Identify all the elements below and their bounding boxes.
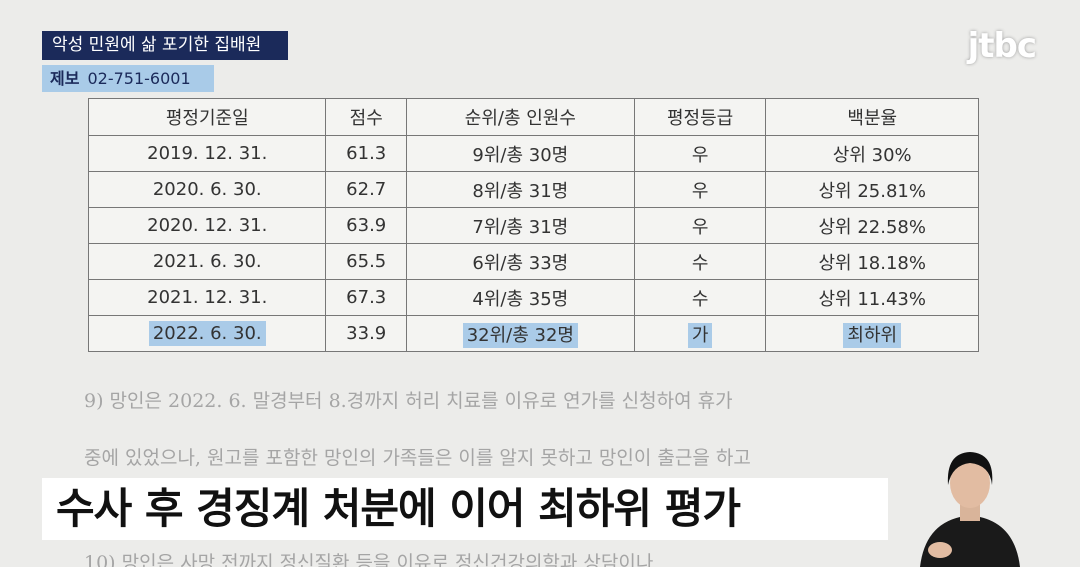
cell-text: 수 — [691, 252, 709, 274]
cell-text: 2021. 6. 30. — [152, 251, 262, 272]
table-row: 2019. 12. 31. 61.3 9위/총 30명 우 상위 30% — [87, 135, 979, 172]
table-cell: 6위/총 33명 — [405, 243, 635, 280]
cell-text: 상위 30% — [832, 144, 912, 166]
news-tag: 악성 민원에 삶 포기한 집배원 — [42, 31, 288, 60]
cell-text: 2021. 12. 31. — [147, 287, 268, 308]
table-cell: 우 — [633, 135, 767, 172]
table-cell: 수 — [633, 279, 767, 316]
table-cell: 2022. 6. 30. — [87, 315, 327, 352]
body-line: 중에 있었으나, 원고를 포함한 망인의 가족들은 이를 알지 못하고 망인이 … — [84, 447, 751, 469]
cell-text: 상위 25.81% — [818, 180, 926, 202]
tip-label: 제보 — [50, 69, 80, 88]
table-cell: 62.7 — [325, 171, 407, 208]
score-table: 평정기준일 점수 순위/총 인원수 평정등급 백분율 2019. 12. 31. 61.3 9… — [87, 98, 979, 352]
table-row: 2021. 12. 31. 67.3 4위/총 35명 수 상위 11.43% — [87, 279, 979, 316]
cell-text: 우 — [691, 216, 709, 238]
cell-text: 9위/총 30명 — [472, 144, 569, 166]
table-cell: 상위 18.18% — [765, 243, 979, 280]
cell-text: 8위/총 31명 — [472, 180, 569, 202]
table-cell: 61.3 — [325, 135, 407, 172]
table-cell: 상위 22.58% — [765, 207, 979, 244]
table-cell: 65.5 — [325, 243, 407, 280]
interpreter — [920, 452, 1020, 567]
cell-text: 61.3 — [346, 143, 387, 164]
cell-text: 우 — [691, 180, 709, 202]
caption: 수사 후 경징계 처분에 이어 최하위 평가 — [42, 478, 888, 540]
cell-text: 65.5 — [346, 251, 387, 272]
table-cell: 67.3 — [325, 279, 407, 316]
cell-text: 우 — [691, 144, 709, 166]
table-cell: 우 — [633, 171, 767, 208]
column-header: 평정기준일 — [87, 98, 327, 136]
table-cell: 가 — [633, 315, 767, 352]
logo: jtbc — [967, 26, 1037, 66]
cell-text: 32위/총 32명 — [462, 322, 578, 348]
table-cell: 32위/총 32명 — [405, 315, 635, 352]
table-cell: 최하위 — [765, 315, 979, 352]
table-cell: 63.9 — [325, 207, 407, 244]
table-cell: 7위/총 31명 — [405, 207, 635, 244]
cell-text: 2020. 12. 31. — [147, 215, 268, 236]
cell-text: 상위 11.43% — [818, 288, 926, 310]
table-row: 2020. 12. 31. 63.9 7위/총 31명 우 상위 22.58% — [87, 207, 979, 244]
table-cell: 4위/총 35명 — [405, 279, 635, 316]
column-header: 평정등급 — [633, 98, 767, 136]
table-cell: 2021. 6. 30. — [87, 243, 327, 280]
cell-text: 2019. 12. 31. — [147, 143, 268, 164]
table-row: 2022. 6. 30. 33.9 32위/총 32명 가 최하위 — [87, 315, 979, 352]
cell-text: 33.9 — [346, 323, 387, 344]
column-header: 백분율 — [765, 98, 979, 136]
cell-text: 67.3 — [346, 287, 387, 308]
table-cell: 2020. 12. 31. — [87, 207, 327, 244]
cell-text: 63.9 — [346, 215, 387, 236]
cell-text: 가 — [687, 322, 713, 348]
cell-text: 2020. 6. 30. — [152, 179, 262, 200]
cell-text: 상위 22.58% — [818, 216, 926, 238]
column-header: 점수 — [325, 98, 407, 136]
cell-text: 62.7 — [346, 179, 387, 200]
table-cell: 9위/총 30명 — [405, 135, 635, 172]
table-cell: 수 — [633, 243, 767, 280]
cell-text: 상위 18.18% — [818, 252, 926, 274]
cell-text: 6위/총 33명 — [472, 252, 569, 274]
header-row: 평정기준일 점수 순위/총 인원수 평정등급 백분율 — [87, 98, 979, 136]
tip-phone: 02-751-6001 — [87, 69, 191, 88]
column-header: 순위/총 인원수 — [405, 98, 635, 136]
cell-text: 4위/총 35명 — [472, 288, 569, 310]
table-cell: 2019. 12. 31. — [87, 135, 327, 172]
table-cell: 상위 30% — [765, 135, 979, 172]
table-row: 2021. 6. 30. 65.5 6위/총 33명 수 상위 18.18% — [87, 243, 979, 280]
tip-line: 제보 02-751-6001 — [42, 65, 214, 92]
body-line: 10) 망인은 사망 전까지 정신질환 등을 이유로 정신건강의학과 상담이나 — [84, 552, 654, 567]
body-line: 9) 망인은 2022. 6. 말경부터 8.경까지 허리 치료를 이유로 연가… — [84, 390, 733, 412]
table-cell: 상위 11.43% — [765, 279, 979, 316]
cell-text: 2022. 6. 30. — [148, 321, 266, 346]
table-cell: 2020. 6. 30. — [87, 171, 327, 208]
table-cell: 8위/총 31명 — [405, 171, 635, 208]
table-cell: 상위 25.81% — [765, 171, 979, 208]
table-row: 2020. 6. 30. 62.7 8위/총 31명 우 상위 25.81% — [87, 171, 979, 208]
table-cell: 우 — [633, 207, 767, 244]
cell-text: 수 — [691, 288, 709, 310]
cell-text: 7위/총 31명 — [472, 216, 569, 238]
cell-text: 최하위 — [843, 322, 902, 348]
table-cell: 2021. 12. 31. — [87, 279, 327, 316]
table-cell: 33.9 — [325, 315, 407, 352]
